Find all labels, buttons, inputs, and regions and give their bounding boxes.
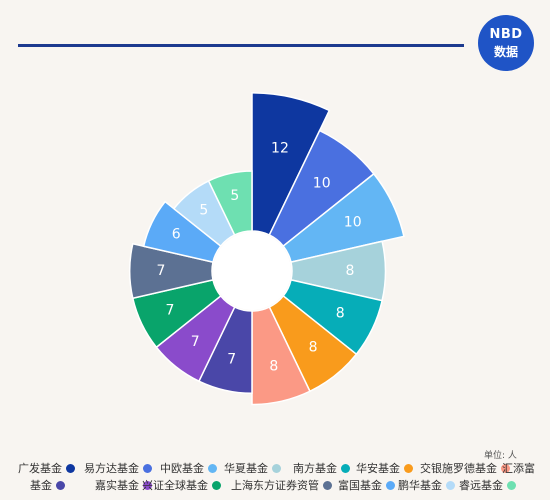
rose-slice-1 <box>251 92 331 236</box>
header-rule <box>18 44 464 47</box>
slice-value-label: 7 <box>191 334 200 350</box>
rose-slice-4 <box>290 240 387 302</box>
slice-value-label: 8 <box>309 340 318 356</box>
rose-slice-7 <box>251 306 311 406</box>
rose-slice-2 <box>268 129 375 248</box>
slice-value-label: 10 <box>313 176 331 192</box>
legend-label: 华夏基金 <box>224 462 268 475</box>
logo-text: NBD <box>489 27 523 42</box>
legend-swatch <box>507 480 516 490</box>
legend-item: 富国基金 <box>338 479 395 493</box>
legend-label: 交银施罗德基金 <box>420 462 497 475</box>
legend-label: 华安基金 <box>356 462 400 475</box>
rose-slice-3 <box>282 172 405 263</box>
slice-value-label: 12 <box>271 141 289 157</box>
legend-label: 广发基金 <box>18 462 62 475</box>
legend-item: 南方基金 <box>293 462 350 476</box>
slice-value-label: 5 <box>230 188 239 204</box>
legend-swatch <box>272 463 281 473</box>
rose-slice-6 <box>268 294 358 393</box>
unit-label: 单位: 人 <box>484 451 517 461</box>
legend-label: 嘉实基金 <box>95 479 139 492</box>
legend-swatch <box>446 480 455 490</box>
slice-value-label: 7 <box>227 352 236 368</box>
legend-swatch <box>66 463 75 473</box>
legend-swatch <box>323 480 332 490</box>
legend-item: 广发基金 <box>18 462 75 476</box>
legend-label: 基金 <box>30 479 52 492</box>
legend-swatch <box>56 480 65 490</box>
slice-value-label: 8 <box>345 263 354 279</box>
legend-label: 汇添富 <box>502 462 535 475</box>
legend-label: 中欧基金 <box>160 462 204 475</box>
legend-label: 易方达基金 <box>84 462 139 475</box>
slice-value-label: 7 <box>157 263 166 279</box>
legend-label: 富国基金 <box>338 479 382 492</box>
slice-value-label: 7 <box>166 302 175 318</box>
legend-item: 睿远基金 <box>459 479 516 493</box>
slice-value-label: 6 <box>172 227 181 243</box>
legend-item: 交银施罗德基金 <box>420 462 510 476</box>
legend-item: 兴证全球基金 <box>142 479 221 493</box>
rose-slice-14 <box>207 170 253 236</box>
legend-label: 鹏华基金 <box>398 479 442 492</box>
legend-label: 南方基金 <box>293 462 337 475</box>
legend-item: 中欧基金 <box>160 462 217 476</box>
legend-label: 睿远基金 <box>459 479 503 492</box>
legend-swatch <box>386 480 395 490</box>
legend-swatch <box>143 463 152 473</box>
legend-swatch <box>501 463 510 473</box>
legend: 广发基金 易方达基金 中欧基金 华夏基金 南方基金 华安基金 交银施罗德基金嘉实基金 兴证全球… <box>0 462 550 498</box>
center-hole <box>213 232 291 310</box>
legend-label: 兴证全球基金 <box>142 479 208 492</box>
rose-slice-12 <box>142 200 222 263</box>
nbd-logo: NBD 数据 <box>478 15 534 71</box>
logo-subtext: 数据 <box>493 45 518 59</box>
legend-item: 基金 <box>30 479 65 493</box>
slice-value-label: 10 <box>344 214 362 230</box>
legend-item: 鹏华基金 <box>398 479 455 493</box>
legend-item: 易方达基金 <box>84 462 152 476</box>
legend-item: 上海东方证券资管 <box>231 479 332 493</box>
legend-item: 华安基金 <box>356 462 413 476</box>
legend-item: 嘉实基金 <box>95 479 152 493</box>
legend-swatch <box>212 480 221 490</box>
legend-swatch <box>208 463 217 473</box>
legend-swatch <box>404 463 413 473</box>
slice-value-label: 8 <box>269 358 278 374</box>
slice-value-label: 5 <box>199 203 208 219</box>
legend-label: 上海东方证券资管 <box>231 479 319 492</box>
legend-swatch <box>341 463 350 473</box>
rose-slice-5 <box>282 279 384 356</box>
legend-item: 华夏基金 <box>224 462 281 476</box>
legend-swatch <box>143 480 152 490</box>
slice-value-label: 8 <box>336 305 345 321</box>
